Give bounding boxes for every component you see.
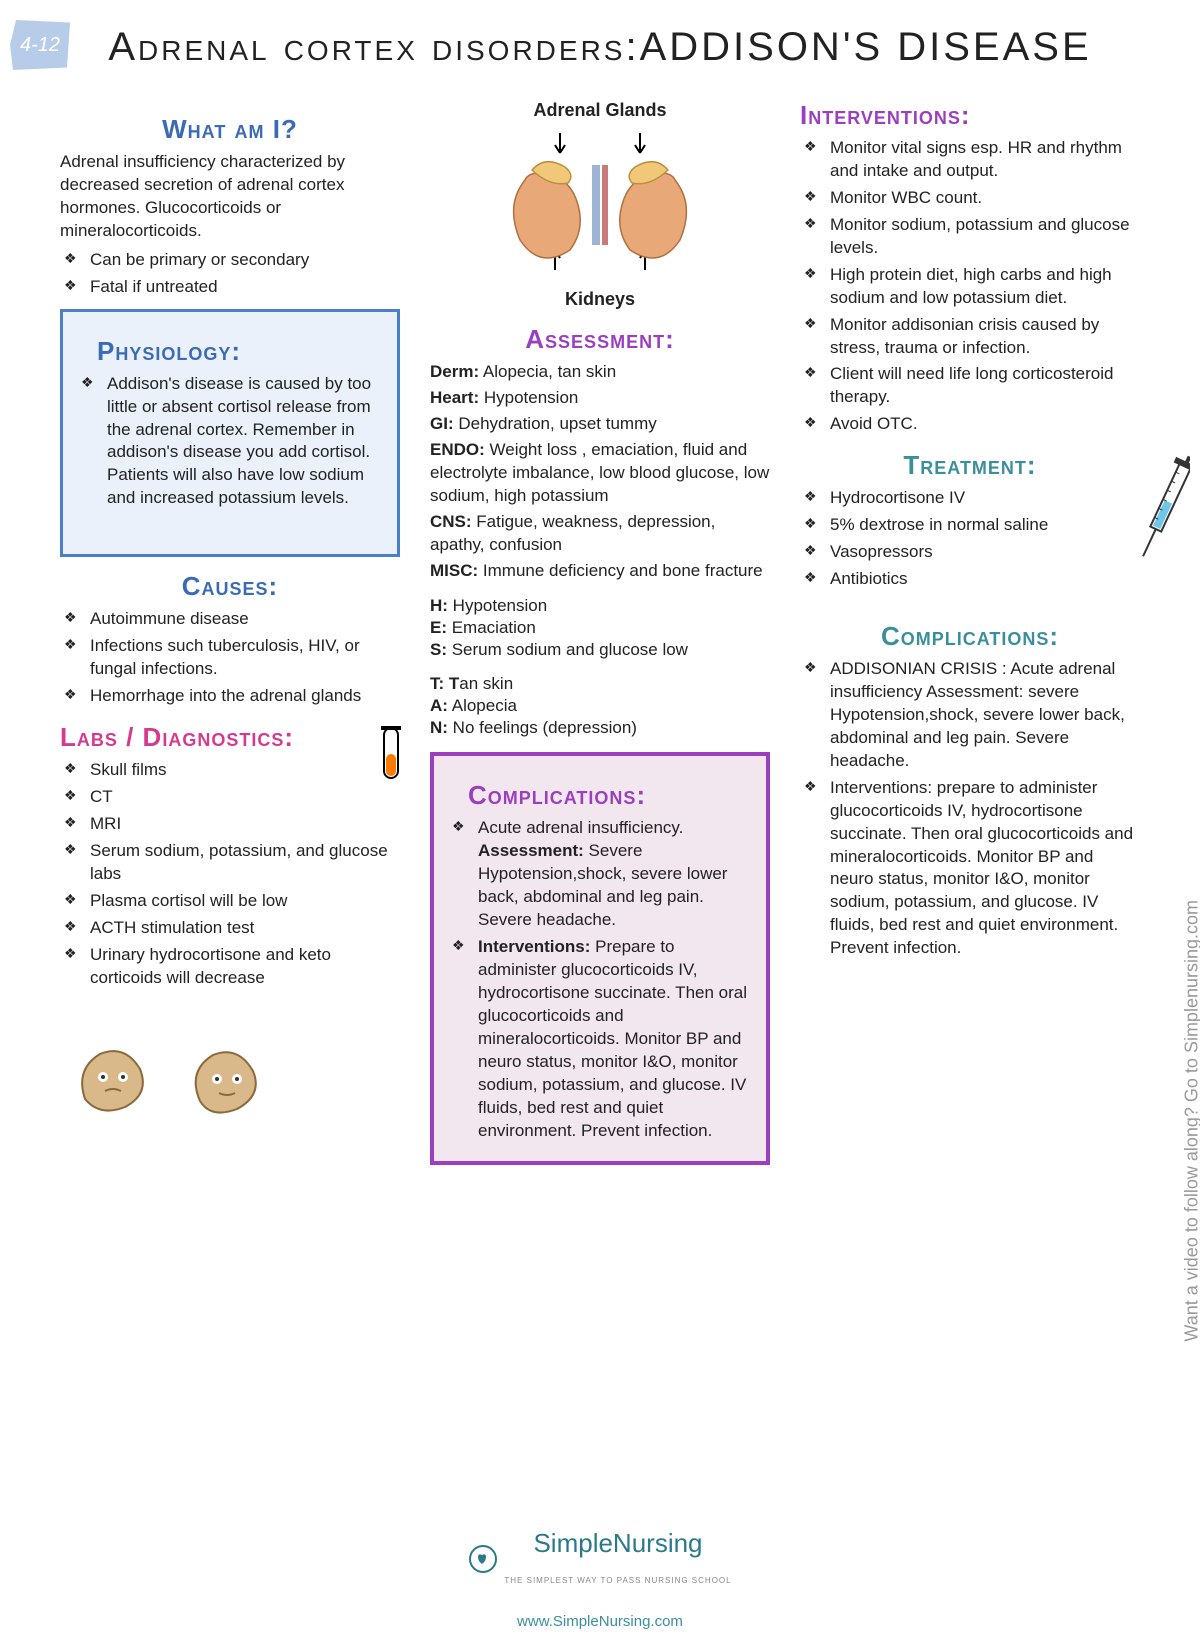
- labs-list: Skull films CT MRI Serum sodium, potassi…: [60, 759, 400, 989]
- assess-text: Alopecia, tan skin: [479, 362, 616, 381]
- heading-complications-right: Complications:: [800, 621, 1140, 652]
- list-item: Monitor vital signs esp. HR and rhythm a…: [830, 137, 1140, 183]
- assessment-lines: Derm: Alopecia, tan skin Heart: Hypotens…: [430, 361, 770, 582]
- sidebar-promo-text: Want a video to follow along? Go to Simp…: [1182, 900, 1200, 1342]
- cartoon-glands-icon: [60, 1009, 280, 1129]
- list-item: Monitor WBC count.: [830, 187, 1140, 210]
- assess-label: GI:: [430, 414, 454, 433]
- list-item: High protein diet, high carbs and high s…: [830, 264, 1140, 310]
- column-middle: Adrenal Glands Kidneys Assessment:: [430, 100, 770, 1175]
- list-item: Acute adrenal insufficiency. Assessment:…: [478, 817, 752, 932]
- content-columns: What am I? Adrenal insufficiency charact…: [60, 100, 1140, 1175]
- list-item: Infections such tuberculosis, HIV, or fu…: [90, 635, 400, 681]
- mnemonic-text: an skin: [459, 674, 513, 693]
- mnemonic-label: N:: [430, 718, 448, 737]
- list-item: Antibiotics: [830, 568, 1140, 591]
- assess-label: ENDO:: [430, 440, 485, 459]
- mnemonic-label: A:: [430, 696, 448, 715]
- list-item: Serum sodium, potassium, and glucose lab…: [90, 840, 400, 886]
- physiology-box: Physiology: Addison's disease is caused …: [60, 309, 400, 558]
- assess-label: Derm:: [430, 362, 479, 381]
- heading-causes: Causes:: [60, 571, 400, 602]
- list-item: Interventions: prepare to administer glu…: [830, 777, 1140, 961]
- assess-text: Hypotension: [479, 388, 578, 407]
- heading-interventions: Interventions:: [800, 100, 1140, 131]
- list-item: Skull films: [90, 759, 400, 782]
- assess-label: MISC:: [430, 561, 478, 580]
- column-right: Interventions: Monitor vital signs esp. …: [800, 100, 1140, 1175]
- list-item: MRI: [90, 813, 400, 836]
- mnemonic-hes: H: Hypotension E: Emaciation S: Serum so…: [430, 596, 770, 660]
- assess-text: Fatigue, weakness, depression, apathy, c…: [430, 512, 715, 554]
- mnemonic-text: Serum sodium and glucose low: [447, 640, 688, 659]
- mnemonic-label: E:: [430, 618, 447, 637]
- list-item: 5% dextrose in normal saline: [830, 514, 1140, 537]
- column-left: What am I? Adrenal insufficiency charact…: [60, 100, 400, 1175]
- assess-label: Heart:: [430, 388, 479, 407]
- brand-name: SimpleNursing: [533, 1528, 702, 1558]
- diagram-label-adrenal: Adrenal Glands: [430, 100, 770, 121]
- list-item: Avoid OTC.: [830, 413, 1140, 436]
- list-item: Autoimmune disease: [90, 608, 400, 631]
- mnemonic-text: Hypotension: [448, 596, 547, 615]
- heading-physiology: Physiology:: [97, 336, 383, 367]
- list-item: Vasopressors: [830, 541, 1140, 564]
- kidney-illustration-icon: [470, 125, 730, 285]
- list-item: Addison's disease is caused by too littl…: [107, 373, 383, 511]
- complications-box-list: Acute adrenal insufficiency. Assessment:…: [448, 817, 752, 1142]
- list-item: Interventions: Prepare to administer glu…: [478, 936, 752, 1142]
- complications-right-list: ADDISONIAN CRISIS : Acute adrenal insuff…: [800, 658, 1140, 960]
- list-item: Monitor sodium, potassium and glucose le…: [830, 214, 1140, 260]
- brand-tagline: THE SIMPLEST WAY TO PASS NURSING SCHOOL: [504, 1576, 731, 1585]
- heading-assessment: Assessment:: [430, 324, 770, 355]
- heading-labs: Labs / Diagnostics:: [60, 722, 400, 753]
- heading-complications-box: Complications:: [468, 780, 752, 811]
- list-item: Urinary hydrocortisone and keto corticoi…: [90, 944, 400, 990]
- list-item: Fatal if untreated: [90, 276, 400, 299]
- footer-url: www.SimpleNursing.com: [0, 1613, 1200, 1630]
- list-item: Monitor addisonian crisis caused by stre…: [830, 314, 1140, 360]
- mnemonic-label: T:: [430, 674, 444, 693]
- kidney-diagram: Adrenal Glands Kidneys: [430, 100, 770, 310]
- complications-box: Complications: Acute adrenal insufficien…: [430, 752, 770, 1164]
- list-item: ADDISONIAN CRISIS : Acute adrenal insuff…: [830, 658, 1140, 773]
- assess-label: CNS:: [430, 512, 472, 531]
- mnemonic-text: T: [444, 674, 459, 693]
- list-item: ACTH stimulation test: [90, 917, 400, 940]
- what-am-i-text: Adrenal insufficiency characterized by d…: [60, 151, 400, 243]
- heading-treatment: Treatment:: [800, 450, 1140, 481]
- causes-list: Autoimmune disease Infections such tuber…: [60, 608, 400, 708]
- physiology-list: Addison's disease is caused by too littl…: [77, 373, 383, 511]
- diagram-label-kidneys: Kidneys: [430, 289, 770, 310]
- list-item: Hydrocortisone IV: [830, 487, 1140, 510]
- mnemonic-label: H:: [430, 596, 448, 615]
- list-item: Client will need life long corticosteroi…: [830, 363, 1140, 409]
- heart-stethoscope-icon: [468, 1544, 498, 1574]
- list-item: Can be primary or secondary: [90, 249, 400, 272]
- list-item: CT: [90, 786, 400, 809]
- interventions-list: Monitor vital signs esp. HR and rhythm a…: [800, 137, 1140, 436]
- mnemonic-text: Alopecia: [448, 696, 517, 715]
- page-title: Adrenal cortex disorders:ADDISON'S DISEA…: [0, 25, 1200, 70]
- list-item: Hemorrhage into the adrenal glands: [90, 685, 400, 708]
- what-am-i-list: Can be primary or secondary Fatal if unt…: [60, 249, 400, 299]
- heading-what-am-i: What am I?: [60, 114, 400, 145]
- mnemonic-tan: T: Tan skin A: Alopecia N: No feelings (…: [430, 674, 770, 738]
- assess-text: Immune deficiency and bone fracture: [478, 561, 762, 580]
- footer-logo: SimpleNursing THE SIMPLEST WAY TO PASS N…: [0, 1528, 1200, 1590]
- mnemonic-text: No feelings (depression): [448, 718, 637, 737]
- mnemonic-text: Emaciation: [447, 618, 536, 637]
- list-item: Plasma cortisol will be low: [90, 890, 400, 913]
- mnemonic-label: S:: [430, 640, 447, 659]
- assess-text: Dehydration, upset tummy: [454, 414, 657, 433]
- treatment-list: Hydrocortisone IV 5% dextrose in normal …: [800, 487, 1140, 591]
